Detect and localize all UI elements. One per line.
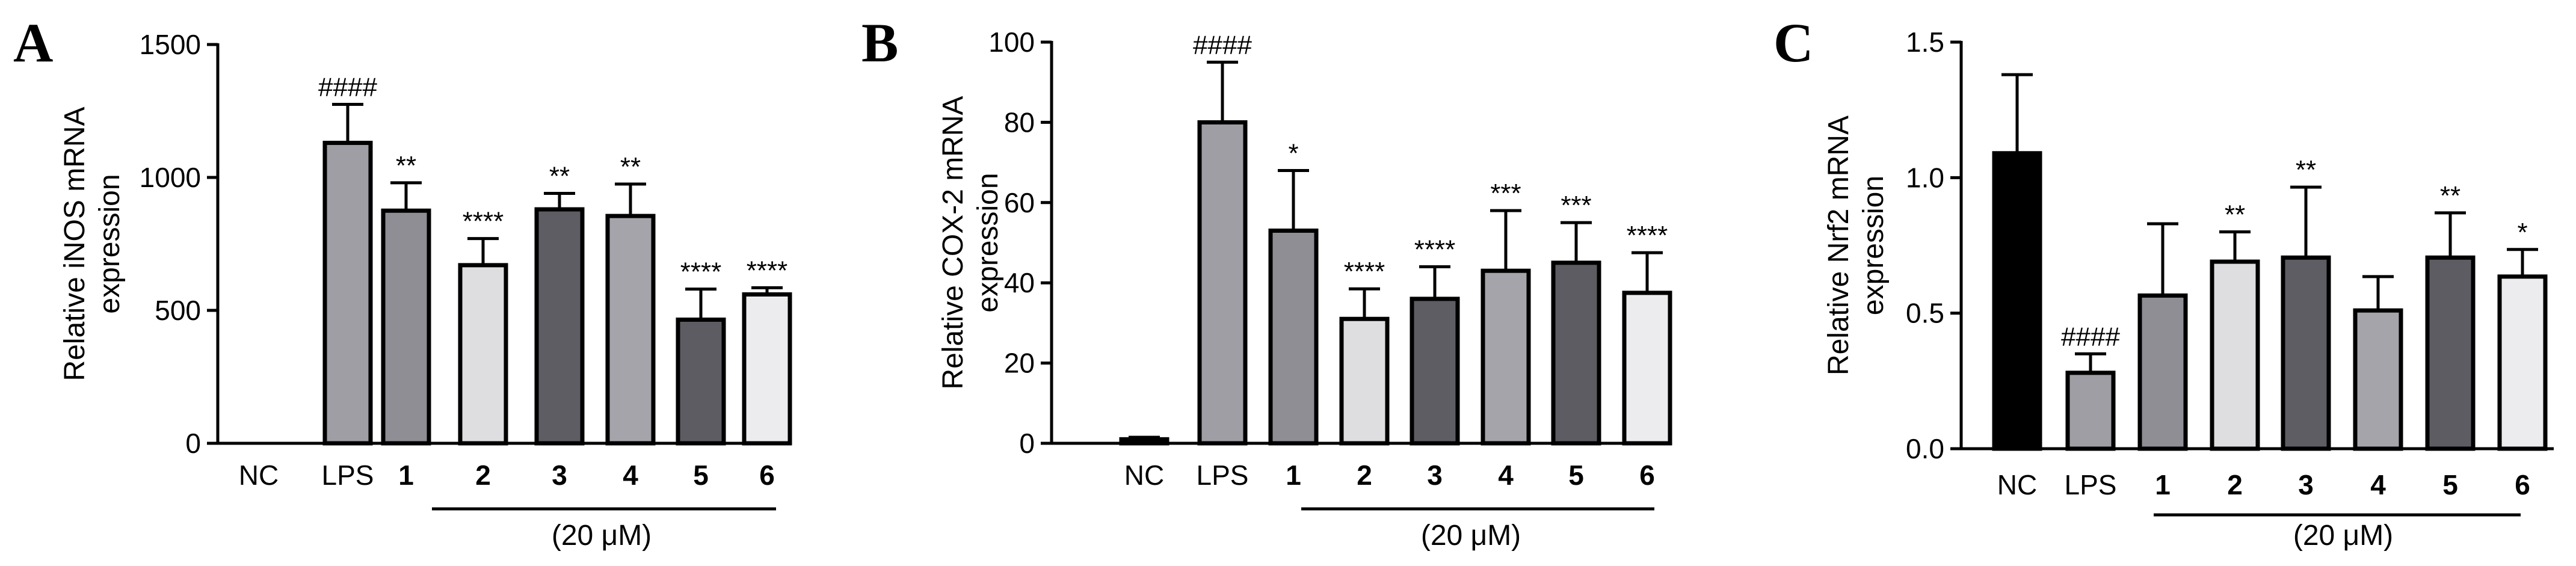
y-tick-label: 0 (1019, 428, 1035, 459)
bar-nc (1119, 437, 1169, 446)
y-tick-label: 500 (155, 295, 201, 326)
y-tick-label: 1.0 (1906, 162, 1944, 193)
x-category-label: 4 (2370, 469, 2386, 500)
x-category-label: 6 (1639, 460, 1655, 491)
bar-2 (1339, 316, 1390, 446)
significance-marker: #### (1193, 30, 1252, 60)
y-tick-label: 40 (1004, 267, 1035, 298)
y-tick-label: 1.5 (1906, 26, 1944, 58)
bar-lps (322, 141, 373, 446)
significance-marker: ** (2440, 181, 2460, 211)
condition-label: (20 μM) (1421, 520, 1521, 552)
bar-5 (1551, 260, 1601, 446)
significance-marker: **** (1344, 257, 1385, 286)
significance-marker: ** (2225, 200, 2245, 229)
bar-1 (2137, 293, 2188, 451)
y-axis-title: Relative Nrf2 mRNA expression (1823, 115, 1890, 375)
y-axis-title-line: expression (972, 173, 1004, 312)
significance-marker: ** (2296, 155, 2316, 185)
y-axis-title-line: Relative Nrf2 mRNA (1823, 115, 1855, 375)
x-category-label: 3 (2298, 469, 2314, 500)
bar-2 (458, 263, 508, 446)
y-axis-title: Relative iNOS mRNA expression (59, 106, 126, 381)
x-category-label: 6 (759, 460, 775, 491)
x-category-label: 5 (1568, 460, 1584, 491)
x-category-label: 5 (2442, 469, 2458, 500)
chart-panel-b: B Relative COX-2 mRNA expression 0 20 40 60 80 1… (861, 12, 1672, 552)
panel-letter: B (861, 12, 898, 73)
bar-2 (2210, 259, 2260, 451)
bar-6 (1622, 291, 1672, 446)
significance-marker: *** (1490, 179, 1521, 208)
y-tick-label: 1500 (140, 29, 201, 60)
significance-marker: #### (318, 72, 377, 102)
x-category-label: 4 (1498, 460, 1514, 491)
y-axis-title-line: Relative COX-2 mRNA (937, 96, 969, 389)
x-category-label: 5 (693, 460, 709, 491)
condition-label: (20 μM) (552, 520, 652, 552)
bar-6 (2497, 274, 2548, 451)
y-tick-label: 1000 (140, 162, 201, 193)
bar-3 (534, 207, 585, 446)
x-category-label: 1 (398, 460, 414, 491)
y-tick-label: 0.0 (1906, 433, 1944, 464)
x-category-label: 6 (2515, 469, 2530, 500)
y-axis-title: Relative COX-2 mRNA expression (937, 96, 1004, 389)
significance-marker: **** (1627, 221, 1668, 250)
x-category-label: 1 (1286, 460, 1301, 491)
significance-marker: ** (620, 152, 641, 182)
x-category-label: LPS (2065, 469, 2117, 500)
condition-label: (20 μM) (2293, 520, 2393, 552)
bar-4 (1481, 268, 1531, 446)
x-category-label: 3 (552, 460, 567, 491)
bar-lps (1197, 120, 1248, 446)
bar-6 (742, 292, 792, 446)
x-category-label: NC (239, 460, 279, 491)
x-category-label: 1 (2155, 469, 2171, 500)
bar-1 (1268, 228, 1319, 446)
x-category-label: 3 (1427, 460, 1443, 491)
x-category-label: 2 (475, 460, 491, 491)
y-axis-title-line: Relative iNOS mRNA (59, 106, 91, 381)
y-tick-label: 20 (1004, 348, 1035, 379)
panel-letter: A (13, 12, 53, 73)
bar-5 (676, 317, 726, 446)
significance-marker: ** (549, 162, 570, 191)
y-axis-title-line: expression (1858, 176, 1890, 315)
y-tick-label: 80 (1004, 106, 1035, 138)
x-category-label: NC (1997, 469, 2037, 500)
bar-1 (381, 208, 431, 446)
x-category-label: NC (1124, 460, 1164, 491)
significance-marker: * (2517, 218, 2527, 247)
bar-lps (2065, 371, 2116, 451)
bar-5 (2425, 255, 2476, 451)
bar-nc (1992, 151, 2042, 451)
significance-marker: ** (396, 151, 416, 180)
x-category-label: LPS (322, 460, 374, 491)
y-tick-label: 0.5 (1906, 298, 1944, 329)
panel-letter: C (1773, 12, 1813, 73)
x-category-label: 2 (1357, 460, 1372, 491)
bar-4 (605, 214, 656, 446)
y-tick-label: 60 (1004, 187, 1035, 218)
x-category-label: LPS (1197, 460, 1249, 491)
significance-marker: **** (680, 257, 722, 287)
significance-marker: *** (1561, 191, 1591, 220)
x-category-label: 2 (2227, 469, 2243, 500)
significance-marker: **** (1414, 235, 1456, 265)
bar-4 (2353, 308, 2403, 451)
y-axis-title-line: expression (94, 174, 126, 313)
significance-marker: **** (747, 256, 788, 285)
y-tick-label: 100 (988, 26, 1035, 58)
significance-marker: #### (2061, 322, 2120, 351)
significance-marker: **** (463, 207, 504, 236)
x-category-label: 4 (623, 460, 638, 491)
y-tick-label: 0 (185, 428, 201, 459)
significance-marker: * (1288, 138, 1298, 168)
bar-3 (2281, 255, 2331, 451)
bar-3 (1410, 297, 1460, 446)
